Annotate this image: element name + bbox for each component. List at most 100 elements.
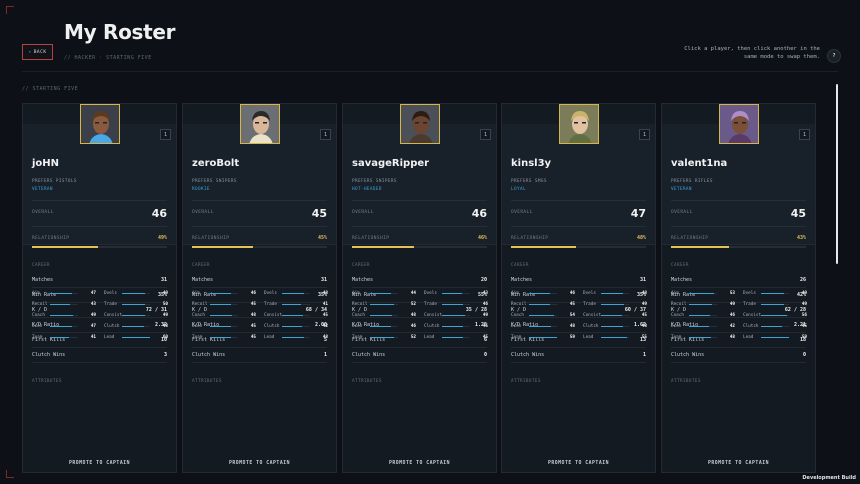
player-card[interactable]: 1 zeroBolt PREFERS SNIPERS ROOKIE OVERALL 45 R…: [182, 103, 337, 473]
divider: [511, 200, 646, 201]
stat-label: Clutch Wins: [511, 352, 545, 358]
career-stat-row: Matches 31: [511, 273, 646, 288]
attribute-value: 45: [801, 324, 807, 329]
attribute-label: Coach: [352, 313, 365, 318]
stat-label: First Kills: [511, 337, 545, 343]
divider: [352, 226, 487, 227]
attribute-label: Aim: [511, 291, 519, 296]
attribute-bar-fill: [122, 303, 146, 306]
attribute-value: 50: [162, 302, 168, 307]
back-button[interactable]: ‹ BACK: [22, 44, 53, 60]
attribute-item: Econ 48: [511, 324, 575, 329]
help-button[interactable]: ?: [827, 49, 841, 63]
attribute-value: 44: [410, 291, 416, 296]
player-card[interactable]: 1 kinsl3y PREFERS SMGS LOYAL OVERALL 47 RELATI…: [501, 103, 656, 473]
attribute-label: Lead: [104, 335, 115, 340]
relationship-value: 46%: [477, 235, 487, 241]
stat-label: First Kills: [192, 337, 226, 343]
attribute-bar: [370, 325, 398, 328]
attribute-value: 49: [162, 313, 168, 318]
attribute-bar-fill: [601, 303, 624, 306]
attribute-bar: [370, 303, 398, 306]
stat-label: Matches: [671, 277, 693, 283]
attribute-bar-fill: [210, 292, 232, 295]
attribute-item: Aim 47: [32, 291, 96, 296]
stat-label: First Kills: [671, 337, 705, 343]
attribute-bar-fill: [689, 292, 714, 295]
overall-label: OVERALL: [32, 210, 54, 215]
career-title: CAREER: [511, 263, 529, 268]
attribute-value: 48: [250, 313, 256, 318]
stat-value: 3: [163, 352, 167, 358]
attributes-title: ATTRIBUTES: [511, 379, 541, 384]
career-stat-row: Matches 20: [352, 273, 487, 288]
career-stat-row: K / D 35 / 28: [352, 303, 487, 318]
career-stat-row: Clutch Wins 1: [511, 348, 646, 363]
attributes-title: ATTRIBUTES: [192, 379, 222, 384]
back-label: BACK: [33, 49, 47, 55]
stat-value: 2.00: [314, 322, 327, 328]
player-name: zeroBolt: [192, 158, 240, 169]
player-card[interactable]: 1 valent1na PREFERS RIFLES VETERAN OVERALL 45…: [661, 103, 816, 473]
attribute-item: Clutch 48: [583, 324, 647, 329]
relationship-label: RELATIONSHIP: [32, 236, 70, 241]
stat-label: First Kills: [352, 337, 386, 343]
attribute-item: Lead 45: [424, 335, 488, 340]
attribute-label: Econ: [671, 324, 682, 329]
promote-to-captain-button[interactable]: PROMOTE TO CAPTAIN: [229, 461, 290, 466]
attribute-bar-fill: [529, 292, 551, 295]
attribute-label: Team: [192, 335, 203, 340]
attribute-bar-fill: [689, 303, 712, 306]
stat-label: Win Rate: [671, 292, 696, 298]
player-avatar: [400, 104, 440, 144]
stat-value: 6: [483, 337, 487, 343]
career-stat-row: Win Rate 35%: [32, 288, 167, 303]
career-stat-row: K / D 72 / 31: [32, 303, 167, 318]
attribute-bar-fill: [761, 303, 784, 306]
promote-to-captain-button[interactable]: PROMOTE TO CAPTAIN: [69, 461, 130, 466]
promote-to-captain-button[interactable]: PROMOTE TO CAPTAIN: [548, 461, 609, 466]
attribute-bar: [442, 292, 470, 295]
player-card[interactable]: 1 joHN PREFERS PISTOLS VETERAN OVERALL 46 RELA…: [22, 103, 177, 473]
scrollbar[interactable]: [836, 84, 838, 264]
attribute-item: Dvels 49: [104, 291, 168, 296]
promote-to-captain-button[interactable]: PROMOTE TO CAPTAIN: [708, 461, 769, 466]
swap-hint: Click a player, then click another in th…: [684, 46, 820, 60]
attribute-bar: [210, 292, 238, 295]
attribute-bar-fill: [282, 336, 305, 339]
attribute-label: Trade: [583, 302, 596, 307]
slot-number-badge: 1: [160, 129, 171, 140]
player-trait: ROOKIE: [192, 187, 210, 192]
attribute-bar-fill: [761, 314, 788, 317]
promote-to-captain-button[interactable]: PROMOTE TO CAPTAIN: [389, 461, 450, 466]
attribute-bar-fill: [210, 325, 231, 328]
stat-value: 68 / 34: [305, 307, 327, 313]
stat-label: Matches: [192, 277, 214, 283]
weapon-preference: PREFERS SMGS: [511, 179, 547, 184]
attribute-label: Econ: [352, 324, 363, 329]
attribute-label: Econ: [32, 324, 43, 329]
career-title: CAREER: [192, 263, 210, 268]
player-card[interactable]: 1 savageRipper PREFERS SNIPERS HOT-HEADED OV…: [342, 103, 497, 473]
stat-value: 1: [323, 352, 327, 358]
attribute-value: 45: [641, 313, 647, 318]
attribute-item: Coach 46: [671, 313, 735, 318]
attribute-bar: [689, 314, 717, 317]
attribute-bar-fill: [370, 336, 395, 339]
chevron-left-icon: ‹: [28, 49, 32, 55]
slot-number-badge: 1: [320, 129, 331, 140]
attribute-bar: [210, 314, 238, 317]
attribute-item: Recoil 45: [511, 302, 575, 307]
relationship-bar: [511, 246, 646, 248]
player-avatar: [719, 104, 759, 144]
attribute-value: 59: [801, 335, 807, 340]
attribute-bar-fill: [442, 325, 463, 328]
attribute-bar-fill: [529, 303, 550, 306]
stat-label: Clutch Wins: [32, 352, 66, 358]
attribute-bar-fill: [282, 303, 302, 306]
career-stat-row: Clutch Wins 0: [671, 348, 806, 363]
attribute-value: 54: [569, 313, 575, 318]
attribute-item: Recoil 52: [352, 302, 416, 307]
attribute-item: Trade 49: [583, 302, 647, 307]
relationship-label: RELATIONSHIP: [671, 236, 709, 241]
